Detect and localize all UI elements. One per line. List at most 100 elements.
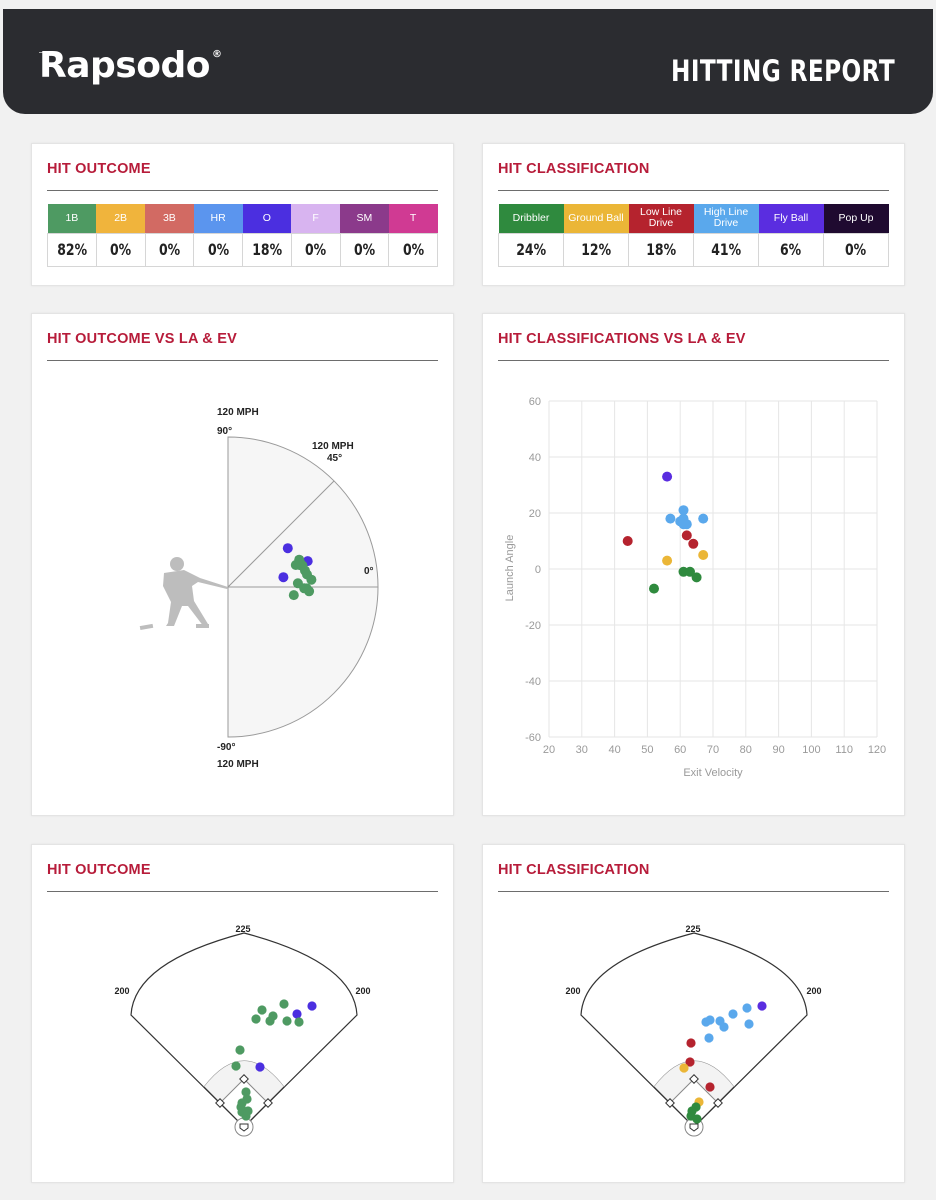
value-pop-up: 0% <box>823 232 889 267</box>
scatter-point <box>688 538 699 549</box>
x-tick-label: 40 <box>608 744 620 756</box>
scatter-point <box>698 513 709 524</box>
col-pop-up: Pop Up <box>823 204 889 233</box>
col-dribbler: Dribbler <box>498 204 564 233</box>
logo-text: Rapsodo <box>39 45 210 86</box>
outcome-spray-card: HIT OUTCOME 225 200 200 <box>31 844 454 1183</box>
spray-point <box>294 1017 304 1027</box>
y-tick-label: 40 <box>529 452 541 464</box>
field-left-label: 200 <box>114 986 129 996</box>
col-fly-ball: Fly Ball <box>758 204 824 233</box>
polar-point <box>278 572 289 583</box>
col-3b: 3B <box>145 204 194 233</box>
value-text: 0% <box>305 240 327 259</box>
value-dribbler: 24% <box>498 232 564 267</box>
spray-point <box>268 1011 278 1021</box>
value-text: 82% <box>56 240 87 259</box>
scatter-point <box>662 555 673 566</box>
spray-point <box>704 1033 714 1043</box>
value-3b: 0% <box>144 232 195 267</box>
spray-point <box>719 1022 729 1032</box>
home-plate <box>239 1123 249 1132</box>
scatter-point <box>691 572 702 583</box>
spray-point <box>251 1014 261 1024</box>
title-divider <box>498 190 889 191</box>
value-text: 0% <box>207 240 229 259</box>
field-left-label: 200 <box>565 986 580 996</box>
scatter-grid <box>548 400 878 738</box>
y-tick-label: -20 <box>525 620 541 632</box>
scatter-point <box>678 519 689 530</box>
base <box>215 1098 225 1108</box>
value-low-line-drive: 18% <box>628 232 694 267</box>
value-text: 6% <box>780 240 802 259</box>
card-title: HIT CLASSIFICATION <box>498 862 650 878</box>
spray-point <box>705 1082 715 1092</box>
base <box>239 1074 249 1084</box>
title-divider <box>47 360 438 361</box>
scatter-point <box>662 471 673 482</box>
spray-point <box>231 1061 241 1071</box>
value-t: 0% <box>388 232 438 267</box>
col-f: F <box>291 204 340 233</box>
spray-point <box>679 1063 689 1073</box>
col-ground-ball: Ground Ball <box>563 204 629 233</box>
scatter-point <box>678 505 689 516</box>
logo-registered: ® <box>211 49 222 60</box>
card-title: HIT OUTCOME VS LA & EV <box>47 331 237 347</box>
value-text: 0% <box>845 240 867 259</box>
report-header: Rapsodo ® HITTING REPORT <box>3 9 933 114</box>
scatter-point <box>681 530 692 541</box>
spray-point <box>685 1057 695 1067</box>
title-divider <box>47 190 438 191</box>
hit-classification-card: HIT CLASSIFICATION Dribbler Ground Ball … <box>482 143 905 286</box>
value-o: 18% <box>242 232 292 267</box>
col-o: O <box>242 204 292 233</box>
col-t: T <box>388 204 438 233</box>
classification-scatter-card: HIT CLASSIFICATIONS VS LA & EV 20 30 40 50 6… <box>482 313 905 816</box>
value-f: 0% <box>290 232 341 267</box>
y-tick-label: 0 <box>535 564 541 576</box>
spray-points <box>231 999 317 1121</box>
spray-point <box>292 1009 302 1019</box>
x-tick-label: 80 <box>740 744 752 756</box>
polar-mid-angle-label: 45° <box>327 453 342 464</box>
value-fly-ball: 6% <box>758 232 824 267</box>
title-divider <box>498 360 889 361</box>
spray-point <box>241 1087 251 1097</box>
outfield-boundary <box>130 932 358 1128</box>
polar-top-angle-label: 90° <box>217 426 232 437</box>
base <box>263 1098 273 1108</box>
base <box>665 1098 675 1108</box>
logo-mark <box>39 52 51 56</box>
polar-points <box>278 543 317 601</box>
y-tick-label: -60 <box>525 732 541 744</box>
batter-silhouette <box>139 557 228 631</box>
value-high-line-drive: 41% <box>693 232 759 267</box>
card-title: HIT OUTCOME <box>47 862 151 878</box>
card-title: HIT CLASSIFICATION <box>498 161 650 177</box>
spray-point <box>744 1019 754 1029</box>
baseball-field <box>580 932 808 1137</box>
field-center-label: 225 <box>235 924 250 934</box>
title-divider <box>498 891 889 892</box>
col-sm: SM <box>340 204 389 233</box>
col-high-line-drive: High Line Drive <box>693 204 759 233</box>
polar-45-line <box>227 480 335 588</box>
spray-point <box>243 1106 253 1116</box>
value-text: 24% <box>516 240 546 259</box>
polar-point <box>304 586 315 597</box>
outfield-boundary <box>580 932 808 1128</box>
y-tick-label: -40 <box>525 676 541 688</box>
polar-zero-angle-label: 0° <box>364 566 374 577</box>
field-center-label: 225 <box>685 924 700 934</box>
value-2b: 0% <box>95 232 146 267</box>
value-hr: 0% <box>193 232 243 267</box>
polar-point <box>306 574 317 585</box>
col-low-line-drive: Low Line Drive <box>628 204 694 233</box>
polar-top-speed-label: 120 MPH <box>217 407 259 418</box>
classification-spray-chart: 225 200 200 <box>565 924 822 1137</box>
spray-point <box>257 1005 267 1015</box>
field-right-label: 200 <box>355 986 370 996</box>
col-hr: HR <box>193 204 243 233</box>
